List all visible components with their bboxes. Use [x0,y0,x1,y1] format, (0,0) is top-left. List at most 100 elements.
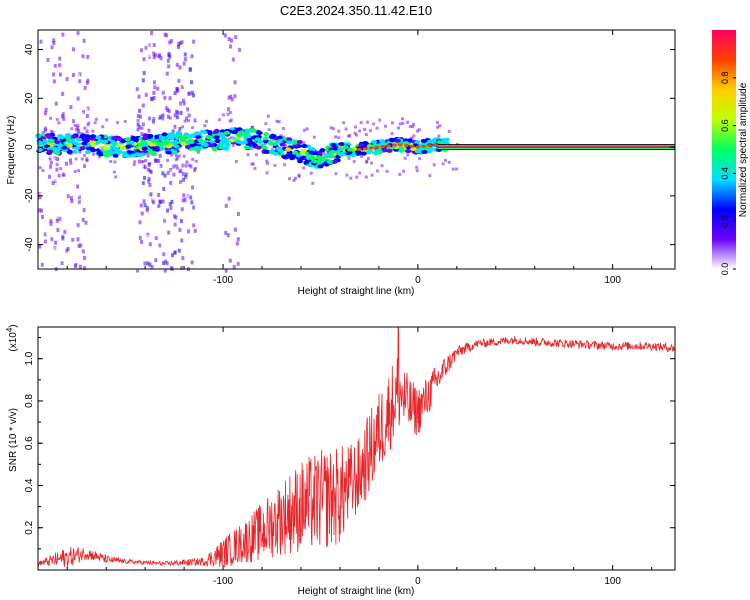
heatmap-cell [141,122,145,127]
spectrogram-x-tick-label: -100 [213,275,233,286]
heatmap-cell [66,63,70,68]
heatmap-cell [56,156,60,161]
heatmap-cell [138,114,142,119]
heatmap-cell [64,161,68,166]
heatmap-cell [163,139,170,144]
heatmap-cell [394,138,401,143]
heatmap-cell [342,121,346,125]
heatmap-cell [161,90,165,95]
heatmap-cell [238,244,242,249]
heatmap-cell [231,215,235,220]
heatmap-cell [89,134,96,139]
heatmap-cell [83,266,87,271]
heatmap-cell [43,75,47,80]
heatmap-cell [186,43,190,48]
heatmap-cell [402,169,406,173]
heatmap-cell [254,137,261,142]
heatmap-cell [286,140,293,145]
heatmap-cell [79,146,86,151]
heatmap-cell [451,167,455,171]
heatmap-cell [376,150,383,155]
heatmap-cell [152,109,156,114]
heatmap-cell [181,198,185,203]
heatmap-cell [93,121,97,125]
heatmap-cell [76,184,80,189]
heatmap-cell [53,125,57,130]
heatmap-cell [60,94,64,99]
heatmap-cell [312,159,319,164]
heatmap-cell [418,157,422,161]
heatmap-cell [268,149,275,154]
heatmap-cell [77,195,81,200]
heatmap-cell [174,154,178,158]
heatmap-cell [234,35,238,40]
colorbar-tick-label: 0.6 [720,119,730,132]
heatmap-cell [356,151,363,156]
heatmap-cell [161,117,165,121]
heatmap-cell [406,153,410,157]
spectrogram-y-tick-label: 0 [24,144,35,150]
heatmap-cell [169,180,173,185]
heatmap-cell [405,149,412,154]
heatmap-cell [116,121,120,125]
heatmap-cell [363,127,367,131]
heatmap-cell [55,218,59,223]
heatmap-cell [82,208,86,213]
heatmap-cell [55,167,59,172]
heatmap-cell [48,156,52,161]
heatmap-cell [39,183,43,188]
heatmap-cell [51,67,55,72]
heatmap-cell [52,247,56,252]
heatmap-cell [54,240,58,245]
heatmap-cell [38,166,42,170]
heatmap-cell [113,147,120,152]
heatmap-cell [85,114,89,119]
heatmap-cell [111,141,118,146]
heatmap-cell [181,106,185,111]
colorbar-tick-label: 0.2 [720,215,730,228]
heatmap-cell [163,32,167,37]
heatmap-cell [354,125,358,129]
heatmap-cell [38,236,42,241]
heatmap-cell [234,139,241,144]
heatmap-cell [142,57,146,62]
heatmap-cell [166,114,170,119]
heatmap-cell [81,217,85,222]
heatmap-cell [153,85,157,90]
heatmap-cell [292,150,299,155]
heatmap-cell [193,118,197,123]
heatmap-cell [410,147,417,152]
heatmap-cell [317,159,324,164]
heatmap-cell [190,80,194,85]
heatmap-cell [297,173,301,177]
heatmap-cell [185,265,189,270]
heatmap-cell [137,80,141,85]
heatmap-cell [228,119,232,123]
heatmap-cell [312,135,316,139]
heatmap-cell [166,58,170,63]
heatmap-cell [60,261,64,266]
heatmap-cell [309,155,316,160]
heatmap-cell [59,167,63,171]
heatmap-cell [157,204,161,209]
heatmap-cell [116,137,123,142]
heatmap-cell [302,166,306,170]
heatmap-cell [77,227,81,232]
heatmap-cell [378,118,382,122]
heatmap-cell [52,79,56,84]
heatmap-cell [44,79,48,84]
heatmap-cell [141,260,145,265]
heatmap-cell [169,205,173,210]
heatmap-cell [66,124,70,129]
heatmap-cell [403,156,407,160]
heatmap-cell [237,82,241,87]
heatmap-cell [185,160,189,165]
heatmap-cell [273,164,277,168]
heatmap-cell [283,163,287,167]
heatmap-cell [135,87,139,92]
heatmap-cell [184,174,188,179]
heatmap-cell [256,130,263,135]
svg-text:(x104): (x104) [5,324,19,351]
heatmap-cell [66,143,73,148]
heatmap-cell [169,39,173,44]
